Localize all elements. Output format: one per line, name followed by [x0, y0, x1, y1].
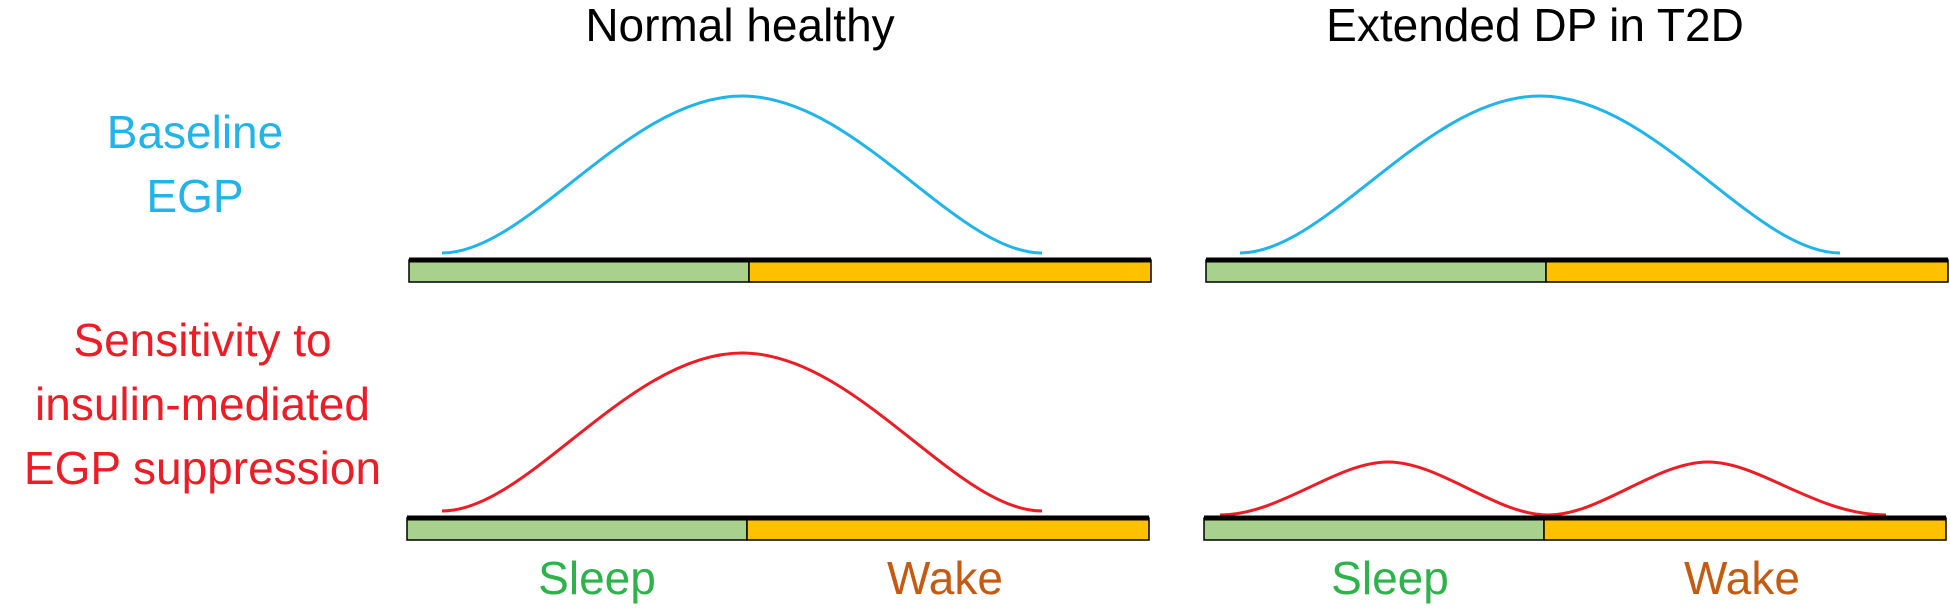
- wake-label-t2d: Wake: [1684, 552, 1800, 604]
- sleep-label-t2d: Sleep: [1331, 552, 1449, 604]
- row-label-sensitivity-line-2: insulin-mediated: [35, 378, 370, 430]
- sleep-label-normal: Sleep: [538, 552, 656, 604]
- baseline-egp-curve-normal: [441, 94, 1043, 255]
- sensitivity-curve-normal: [441, 351, 1043, 513]
- sleep-bar-normal-bottom: [406, 517, 748, 541]
- panel-normal-baseline: [408, 94, 1152, 283]
- sensitivity-curve-t2d: [1219, 460, 1887, 517]
- row-label-sensitivity-line-3: EGP suppression: [23, 442, 382, 494]
- sleep-bar-normal-top: [408, 259, 750, 283]
- wake-label-normal: Wake: [887, 552, 1003, 604]
- panel-t2d-baseline: [1205, 94, 1949, 283]
- row-label-baseline-line-2: EGP: [146, 170, 244, 222]
- row-label-baseline-line-1: Baseline: [106, 106, 284, 158]
- wake-bar-t2d-top: [1545, 259, 1949, 283]
- row-label-sensitivity: Sensitivity to insulin-mediated EGP supp…: [0, 308, 405, 500]
- row-label-baseline-egp: Baseline EGP: [40, 100, 350, 228]
- panel-t2d-sensitivity: [1203, 460, 1947, 541]
- sleep-bar-t2d-top: [1205, 259, 1547, 283]
- wake-bar-normal-bottom: [746, 517, 1150, 541]
- panel-normal-sensitivity: [406, 351, 1150, 541]
- wake-bar-normal-top: [748, 259, 1152, 283]
- column-title-t2d: Extended DP in T2D: [1326, 0, 1744, 51]
- column-title-normal: Normal healthy: [585, 0, 895, 51]
- wake-bar-t2d-bottom: [1543, 517, 1947, 541]
- row-label-sensitivity-line-1: Sensitivity to: [73, 314, 332, 366]
- sleep-bar-t2d-bottom: [1203, 517, 1545, 541]
- baseline-egp-curve-t2d: [1239, 94, 1841, 255]
